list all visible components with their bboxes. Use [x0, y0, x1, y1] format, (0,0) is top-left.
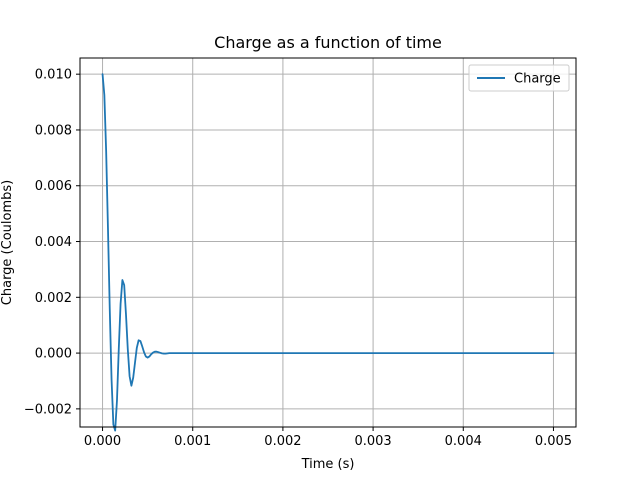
x-tick-label: 0.004 — [445, 434, 482, 449]
y-axis: −0.002 0.000 0.002 0.004 0.006 0.008 0.010 — [24, 68, 80, 417]
series-line-charge — [101, 73, 555, 432]
y-tick-label: −0.002 — [24, 402, 72, 417]
legend-label: Charge — [514, 72, 561, 87]
y-tick-label: 0.006 — [35, 179, 72, 194]
legend: Charge — [468, 64, 570, 92]
series-layer — [101, 73, 555, 432]
x-tick-label: 0.000 — [84, 434, 121, 449]
x-axis: 0.000 0.001 0.002 0.003 0.004 0.005 — [84, 427, 572, 449]
x-tick-label: 0.003 — [354, 434, 391, 449]
y-tick-label: 0.010 — [35, 68, 72, 83]
x-axis-label: Time (s) — [301, 457, 355, 472]
y-tick-label: 0.002 — [35, 291, 72, 306]
y-axis-label: Charge (Coulombs) — [0, 180, 15, 305]
plot-frame — [79, 57, 577, 428]
legend-box — [468, 64, 570, 92]
y-tick-label: 0.000 — [35, 347, 72, 362]
x-tick-label: 0.005 — [535, 434, 572, 449]
x-tick-label: 0.001 — [174, 434, 211, 449]
x-tick-label: 0.002 — [264, 434, 301, 449]
y-tick-label: 0.004 — [35, 235, 72, 250]
y-tick-label: 0.008 — [35, 123, 72, 138]
chart-title: Charge as a function of time — [214, 33, 442, 52]
